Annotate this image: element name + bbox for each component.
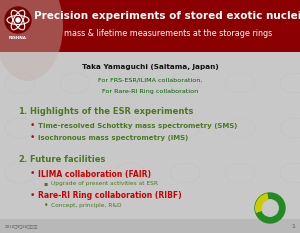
Text: 2.: 2. [18, 155, 27, 164]
Text: Isochronous mass spectrometry (IMS): Isochronous mass spectrometry (IMS) [38, 135, 188, 141]
Text: 1: 1 [291, 223, 295, 229]
Circle shape [5, 7, 31, 33]
Text: Precision experiments of stored exotic nuclei: Precision experiments of stored exotic n… [34, 11, 300, 21]
Bar [0, 0, 300, 52]
Text: For Rare-RI Ring collaboration: For Rare-RI Ring collaboration [102, 89, 198, 93]
Text: •: • [29, 134, 35, 143]
Ellipse shape [0, 0, 63, 81]
Text: Future facilities: Future facilities [30, 155, 105, 164]
Text: •: • [29, 191, 35, 199]
Circle shape [16, 18, 20, 22]
Text: Taka Yamaguchi (Saitama, Japan): Taka Yamaguchi (Saitama, Japan) [82, 64, 218, 70]
Text: ILIMA collaboration (FAIR): ILIMA collaboration (FAIR) [38, 169, 151, 178]
Bar [0, 219, 300, 233]
Text: ▪: ▪ [44, 182, 48, 186]
Circle shape [255, 193, 285, 223]
Text: Rare-RI Ring collaboration (RIBF): Rare-RI Ring collaboration (RIBF) [38, 191, 182, 199]
Text: Time-resolved Schottky mass spectrometry (SMS): Time-resolved Schottky mass spectrometry… [38, 123, 237, 129]
Text: •: • [29, 169, 35, 178]
Text: •: • [29, 121, 35, 130]
Text: Upgrade of present activities at ESR: Upgrade of present activities at ESR [51, 182, 158, 186]
Text: 2010年9月26日日曜日: 2010年9月26日日曜日 [5, 224, 38, 228]
Text: For FRS-ESR/ILIMA collaboration,: For FRS-ESR/ILIMA collaboration, [98, 78, 202, 82]
Text: •: • [44, 201, 48, 209]
Text: mass & lifetime measurements at the storage rings: mass & lifetime measurements at the stor… [64, 30, 272, 38]
Wedge shape [255, 193, 268, 213]
Text: NISHNA: NISHNA [9, 36, 27, 40]
Text: 1.: 1. [18, 107, 27, 116]
Text: Concept, principle, R&D: Concept, principle, R&D [51, 202, 122, 208]
Circle shape [262, 200, 278, 216]
Text: Highlights of the ESR experiments: Highlights of the ESR experiments [30, 107, 194, 116]
